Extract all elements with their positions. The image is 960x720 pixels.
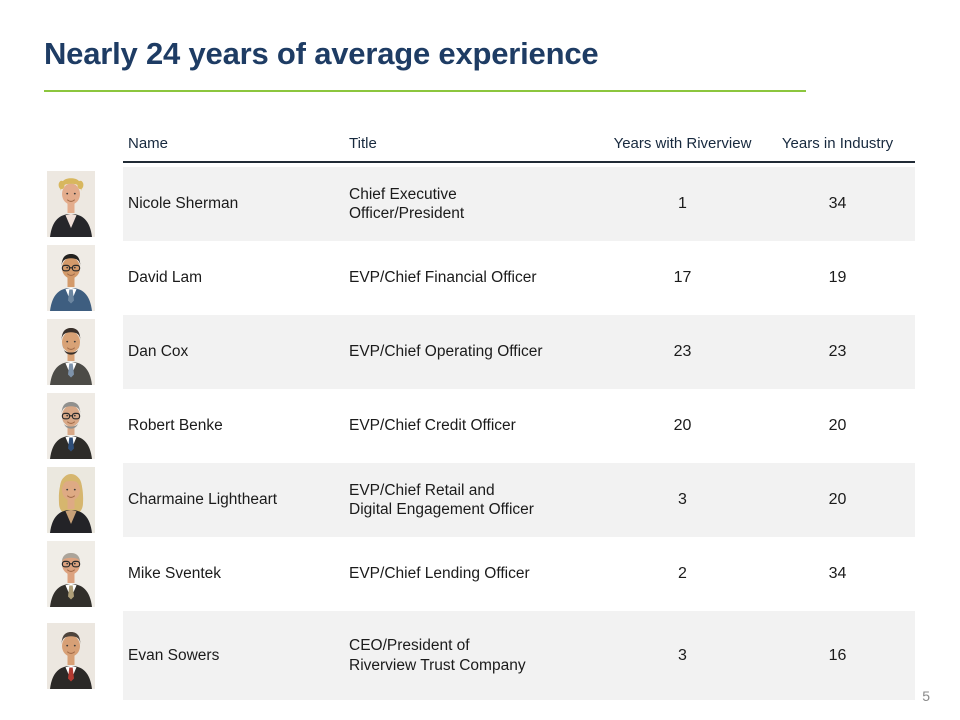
- years-with-riverview-value: 3: [678, 491, 687, 508]
- table-row-band: Charmaine Lightheart EVP/Chief Retail an…: [123, 463, 915, 537]
- executive-name: Evan Sowers: [128, 646, 220, 664]
- executive-name: Dan Cox: [128, 343, 189, 360]
- executive-name: Charmaine Lightheart: [128, 491, 278, 508]
- executive-name: Nicole Sherman: [128, 195, 239, 212]
- table-body: Nicole Sherman Chief Executive Officer/P…: [47, 167, 915, 700]
- table-row-band: Mike Sventek EVP/Chief Lending Officer 2…: [123, 537, 915, 611]
- years-with-riverview-value: 23: [673, 343, 692, 360]
- page-title: Nearly 24 years of average experience: [44, 36, 599, 71]
- headshot-photo: [47, 541, 95, 607]
- table-header-row: Name Title Years with Riverview Years in…: [123, 126, 915, 163]
- table-row: David Lam EVP/Chief Financial Officer 17…: [47, 241, 915, 315]
- table-row-band: Dan Cox EVP/Chief Operating Officer 23 2…: [123, 315, 915, 389]
- column-header-name: Name: [128, 135, 169, 152]
- table-row-band: Robert Benke EVP/Chief Credit Officer 20…: [123, 389, 915, 463]
- executive-name: Mike Sventek: [128, 565, 222, 582]
- column-header-years-with-riverview: Years with Riverview: [613, 135, 752, 152]
- years-with-riverview-value: 2: [678, 565, 687, 582]
- headshot-photo: [47, 622, 95, 689]
- years-in-industry-value: 16: [828, 646, 847, 664]
- years-in-industry-value: 19: [828, 269, 847, 286]
- headshot-photo: [47, 467, 95, 533]
- years-in-industry-value: 23: [828, 343, 847, 360]
- title-underline-rule: [44, 90, 806, 92]
- table-row: Nicole Sherman Chief Executive Officer/P…: [47, 167, 915, 241]
- headshot-photo: [47, 319, 95, 385]
- headshot-photo: [47, 393, 95, 459]
- executive-title: EVP/Chief Credit Officer: [349, 417, 516, 435]
- executive-name: David Lam: [128, 269, 203, 286]
- table-row: Mike Sventek EVP/Chief Lending Officer 2…: [47, 537, 915, 611]
- years-in-industry-value: 20: [828, 491, 847, 508]
- executive-name: Robert Benke: [128, 417, 223, 434]
- experience-table: Name Title Years with Riverview Years in…: [47, 126, 915, 700]
- headshot-photo: [47, 171, 95, 237]
- executive-title: EVP/Chief Retail and Digital Engagement …: [349, 481, 534, 518]
- executive-title: EVP/Chief Financial Officer: [349, 269, 537, 287]
- years-with-riverview-value: 1: [678, 195, 687, 212]
- years-with-riverview-value: 20: [673, 417, 692, 434]
- table-row-band: Nicole Sherman Chief Executive Officer/P…: [123, 167, 915, 241]
- headshot-photo: [47, 245, 95, 311]
- years-in-industry-value: 34: [828, 565, 847, 582]
- table-row: Evan Sowers CEO/President of Riverview T…: [47, 611, 915, 700]
- column-header-years-in-industry: Years in Industry: [781, 135, 894, 152]
- years-in-industry-value: 20: [828, 417, 847, 434]
- column-header-title: Title: [349, 135, 377, 152]
- executive-title: EVP/Chief Lending Officer: [349, 565, 530, 583]
- page-number: 5: [922, 688, 930, 704]
- table-row: Dan Cox EVP/Chief Operating Officer 23 2…: [47, 315, 915, 389]
- executive-title: Chief Executive Officer/President: [349, 185, 465, 222]
- years-in-industry-value: 34: [828, 195, 847, 212]
- years-with-riverview-value: 17: [673, 269, 692, 286]
- executive-title: EVP/Chief Operating Officer: [349, 343, 543, 361]
- table-row: Robert Benke EVP/Chief Credit Officer 20…: [47, 389, 915, 463]
- table-row-band: David Lam EVP/Chief Financial Officer 17…: [123, 241, 915, 315]
- executive-title: CEO/President of Riverview Trust Company: [349, 637, 526, 674]
- years-with-riverview-value: 3: [678, 646, 687, 664]
- table-row-band: Evan Sowers CEO/President of Riverview T…: [123, 611, 915, 700]
- table-row: Charmaine Lightheart EVP/Chief Retail an…: [47, 463, 915, 537]
